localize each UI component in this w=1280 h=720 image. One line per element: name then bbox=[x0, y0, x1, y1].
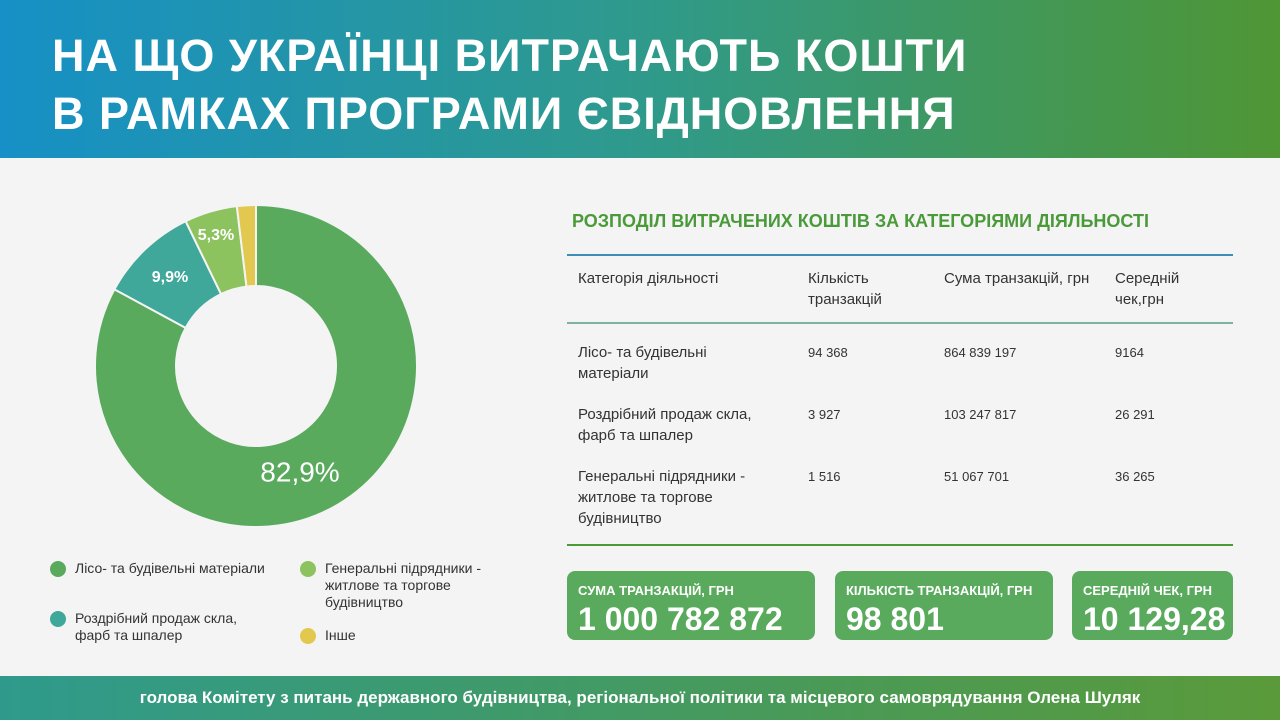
legend-dot bbox=[50, 561, 66, 577]
legend-dot bbox=[300, 561, 316, 577]
summary-value: 1 000 782 872 bbox=[578, 601, 783, 637]
rule bbox=[567, 322, 1233, 324]
rule bbox=[567, 544, 1233, 546]
table-title: РОЗПОДІЛ ВИТРАЧЕНИХ КОШТІВ ЗА КАТЕГОРІЯМ… bbox=[572, 211, 1149, 231]
donut-segment bbox=[235, 203, 257, 288]
rule bbox=[567, 254, 1233, 256]
table-cell: 9164 bbox=[1115, 345, 1144, 360]
legend-dot bbox=[50, 611, 66, 627]
table-cell: 36 265 bbox=[1115, 469, 1155, 484]
legend-dot bbox=[300, 628, 316, 644]
legend-label: Інше bbox=[325, 627, 356, 643]
header: НА ЩО УКРАЇНЦІ ВИТРАЧАЮТЬ КОШТИ В РАМКАХ… bbox=[0, 0, 1280, 158]
table-cell: 864 839 197 bbox=[944, 345, 1017, 360]
column-header: Кількість транзакцій bbox=[808, 270, 882, 308]
title-line: НА ЩО УКРАЇНЦІ ВИТРАЧАЮТЬ КОШТИ bbox=[52, 30, 968, 81]
column-header: Категорія діяльності bbox=[578, 270, 719, 287]
summary-card: СУМА ТРАНЗАКЦІЙ, ГРН 1 000 782 872 bbox=[567, 571, 815, 640]
summary-label: СУМА ТРАНЗАКЦІЙ, ГРН bbox=[578, 583, 734, 598]
data-label: 5,3% bbox=[198, 227, 234, 244]
summary-label: КІЛЬКІСТЬ ТРАНЗАКЦІЙ, ГРН bbox=[846, 583, 1033, 598]
data-label: 9,9% bbox=[152, 269, 188, 286]
table-cell: 94 368 bbox=[808, 345, 848, 360]
title-line: В РАМКАХ ПРОГРАМИ ЄВІДНОВЛЕННЯ bbox=[52, 88, 956, 139]
legend-label: Роздрібний продаж скла, фарб та шпалер bbox=[75, 610, 237, 643]
table-cell: Лісо- та будівельні матеріали bbox=[578, 344, 707, 382]
column-header: Середній чек,грн bbox=[1115, 270, 1180, 308]
summary-value: 98 801 bbox=[846, 601, 944, 637]
table-cell: 26 291 bbox=[1115, 407, 1155, 422]
summary-card: СЕРЕДНІЙ ЧЕК, ГРН 10 129,28 bbox=[1072, 571, 1233, 640]
table-cell: Генеральні підрядники - житлове та торго… bbox=[578, 468, 746, 527]
donut-chart: 82,9% 9,9% 5,3% bbox=[94, 203, 418, 528]
table-cell: 51 067 701 bbox=[944, 469, 1010, 484]
summary-label: СЕРЕДНІЙ ЧЕК, ГРН bbox=[1083, 583, 1213, 598]
legend-label: Генеральні підрядники - житлове та торго… bbox=[325, 560, 482, 610]
table-cell: 103 247 817 bbox=[944, 407, 1017, 422]
table-cell: 1 516 bbox=[808, 469, 841, 484]
footer: голова Комітету з питань державного буді… bbox=[0, 676, 1280, 720]
summary-card: КІЛЬКІСТЬ ТРАНЗАКЦІЙ, ГРН 98 801 bbox=[835, 571, 1053, 640]
data-label: 82,9% bbox=[260, 456, 339, 487]
summary-value: 10 129,28 bbox=[1083, 601, 1226, 637]
legend-label: Лісо- та будівельні матеріали bbox=[75, 560, 265, 576]
table-cell: 3 927 bbox=[808, 407, 841, 422]
column-header: Сума транзакцій, грн bbox=[944, 270, 1090, 287]
table-cell: Роздрібний продаж скла, фарб та шпалер bbox=[578, 406, 752, 444]
donut-segment bbox=[94, 203, 418, 528]
